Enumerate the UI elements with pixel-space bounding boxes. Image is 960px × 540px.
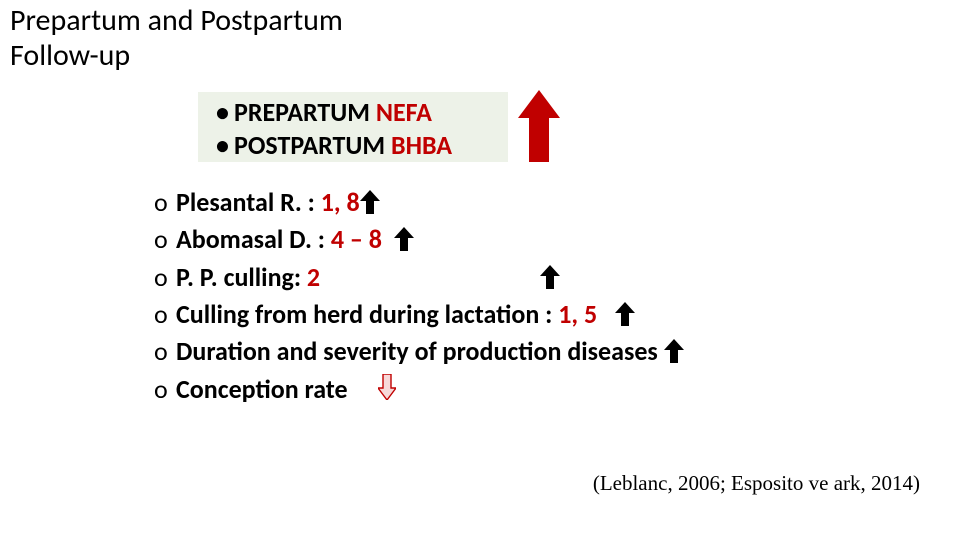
box-em-1: BHBA	[391, 129, 452, 161]
bullet-list: oPlesantal R. : 1, 8oAbomasal D. : 4 – 8…	[154, 185, 684, 408]
list-item-5: oConception rate	[154, 372, 684, 408]
up-arrow-icon	[664, 337, 684, 371]
box-row-1: •POSTPARTUM BHBA	[216, 129, 500, 162]
list-marker: o	[154, 297, 176, 331]
list-marker: o	[154, 260, 176, 294]
list-marker: o	[154, 222, 176, 256]
list-text: Duration and severity of production dise…	[176, 335, 658, 367]
bullet-0: •	[216, 96, 234, 129]
big-up-arrow-icon	[518, 90, 560, 167]
up-arrow-icon	[394, 225, 414, 259]
up-arrow-icon	[360, 188, 380, 222]
list-text: Conception rate	[176, 373, 348, 405]
up-arrow-icon	[540, 263, 560, 297]
bullet-1: •	[216, 129, 234, 162]
list-marker: o	[154, 372, 176, 406]
list-item-4: oDuration and severity of production dis…	[154, 334, 684, 371]
list-value: 1, 5	[558, 298, 597, 330]
list-value: 2	[307, 261, 320, 293]
list-item-0: oPlesantal R. : 1, 8	[154, 185, 684, 222]
list-text: Abomasal D. :	[176, 223, 331, 255]
highlight-box: •PREPARTUM NEFA •POSTPARTUM BHBA	[198, 92, 508, 162]
box-pre-1: POSTPARTUM	[234, 129, 391, 161]
list-value: 1, 8	[321, 186, 360, 218]
list-text: Culling from herd during lactation :	[176, 298, 558, 330]
box-em-0: NEFA	[376, 96, 432, 128]
list-item-3: oCulling from herd during lactation : 1,…	[154, 297, 684, 334]
list-marker: o	[154, 334, 176, 368]
list-marker: o	[154, 185, 176, 219]
list-text: Plesantal R. :	[176, 186, 321, 218]
down-arrow-icon	[378, 374, 396, 408]
citation: (Leblanc, 2006; Esposito ve ark, 2014)	[593, 471, 920, 496]
up-arrow-icon	[615, 300, 635, 334]
list-item-1: oAbomasal D. : 4 – 8	[154, 222, 684, 259]
list-text: P. P. culling:	[176, 261, 307, 293]
slide-title: Prepartum and PostpartumFollow-up	[10, 4, 343, 73]
box-row-0: •PREPARTUM NEFA	[216, 96, 500, 129]
list-value: 4 – 8	[331, 223, 382, 255]
box-pre-0: PREPARTUM	[234, 96, 376, 128]
list-item-2: oP. P. culling: 2	[154, 260, 684, 297]
